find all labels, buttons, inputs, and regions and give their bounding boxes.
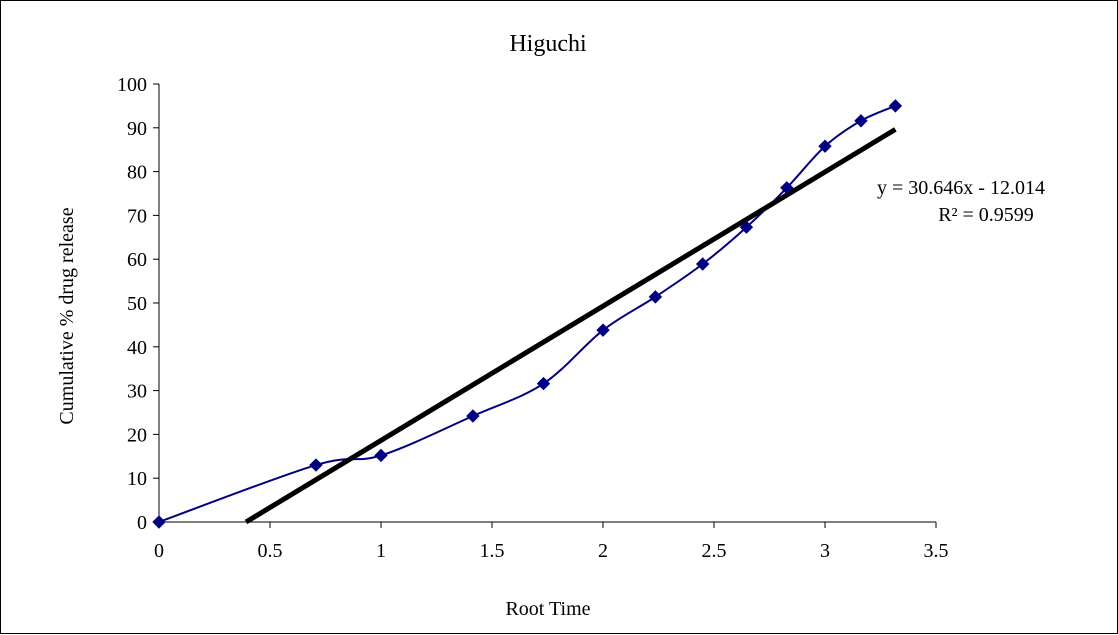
x-tick-label: 3.5 [924, 540, 949, 562]
data-point-marker [648, 290, 663, 304]
y-tick-label: 50 [127, 293, 147, 315]
data-point-marker [854, 114, 868, 128]
y-tick-label: 10 [127, 468, 147, 490]
x-tick-label: 3 [820, 540, 830, 562]
x-tick-label: 1.5 [480, 540, 505, 562]
trendline-equation: y = 30.646x - 12.014 [877, 177, 1045, 199]
y-tick-label: 30 [127, 381, 147, 403]
series-line [158, 104, 896, 523]
x-tick-label: 2 [598, 540, 608, 562]
axes: 0 10 20 30 40 50 60 70 80 90 100 0 0.5 1 1.5 2 2.5 3 3.5 [117, 74, 949, 562]
data-point-marker [374, 448, 388, 463]
data-markers [152, 99, 903, 529]
x-tick-label: 0.5 [258, 540, 283, 562]
x-tick-label: 2.5 [702, 540, 727, 562]
trendline-layer [244, 127, 897, 525]
data-point-marker [888, 99, 903, 113]
y-tick-label: 80 [127, 162, 147, 184]
data-point-marker [818, 139, 832, 153]
data-point-marker [466, 409, 480, 423]
data-point-marker [152, 515, 166, 529]
data-point-marker [695, 257, 710, 271]
y-tick-label: 60 [127, 249, 147, 271]
y-axis-title: Cumulative % drug release [56, 207, 78, 424]
y-tick-label: 20 [127, 424, 147, 446]
y-tick-label: 40 [127, 337, 147, 359]
y-tick-label: 0 [137, 512, 147, 534]
data-series [158, 104, 896, 523]
x-tick-label: 0 [154, 540, 164, 562]
y-tick-label: 90 [127, 118, 147, 140]
data-point-marker [596, 323, 610, 337]
data-point-marker [739, 220, 754, 234]
chart-title: Higuchi [509, 31, 587, 57]
y-tick-label: 100 [117, 74, 147, 96]
data-point-marker [309, 458, 323, 472]
data-point-marker [536, 376, 551, 391]
trendline-r-squared: R² = 0.9599 [938, 204, 1034, 226]
y-tick-label: 70 [127, 205, 147, 227]
data-point-marker [780, 181, 794, 195]
x-axis-title: Root Time [505, 598, 590, 620]
x-tick-label: 1 [376, 540, 386, 562]
linear-trendline [244, 127, 897, 525]
